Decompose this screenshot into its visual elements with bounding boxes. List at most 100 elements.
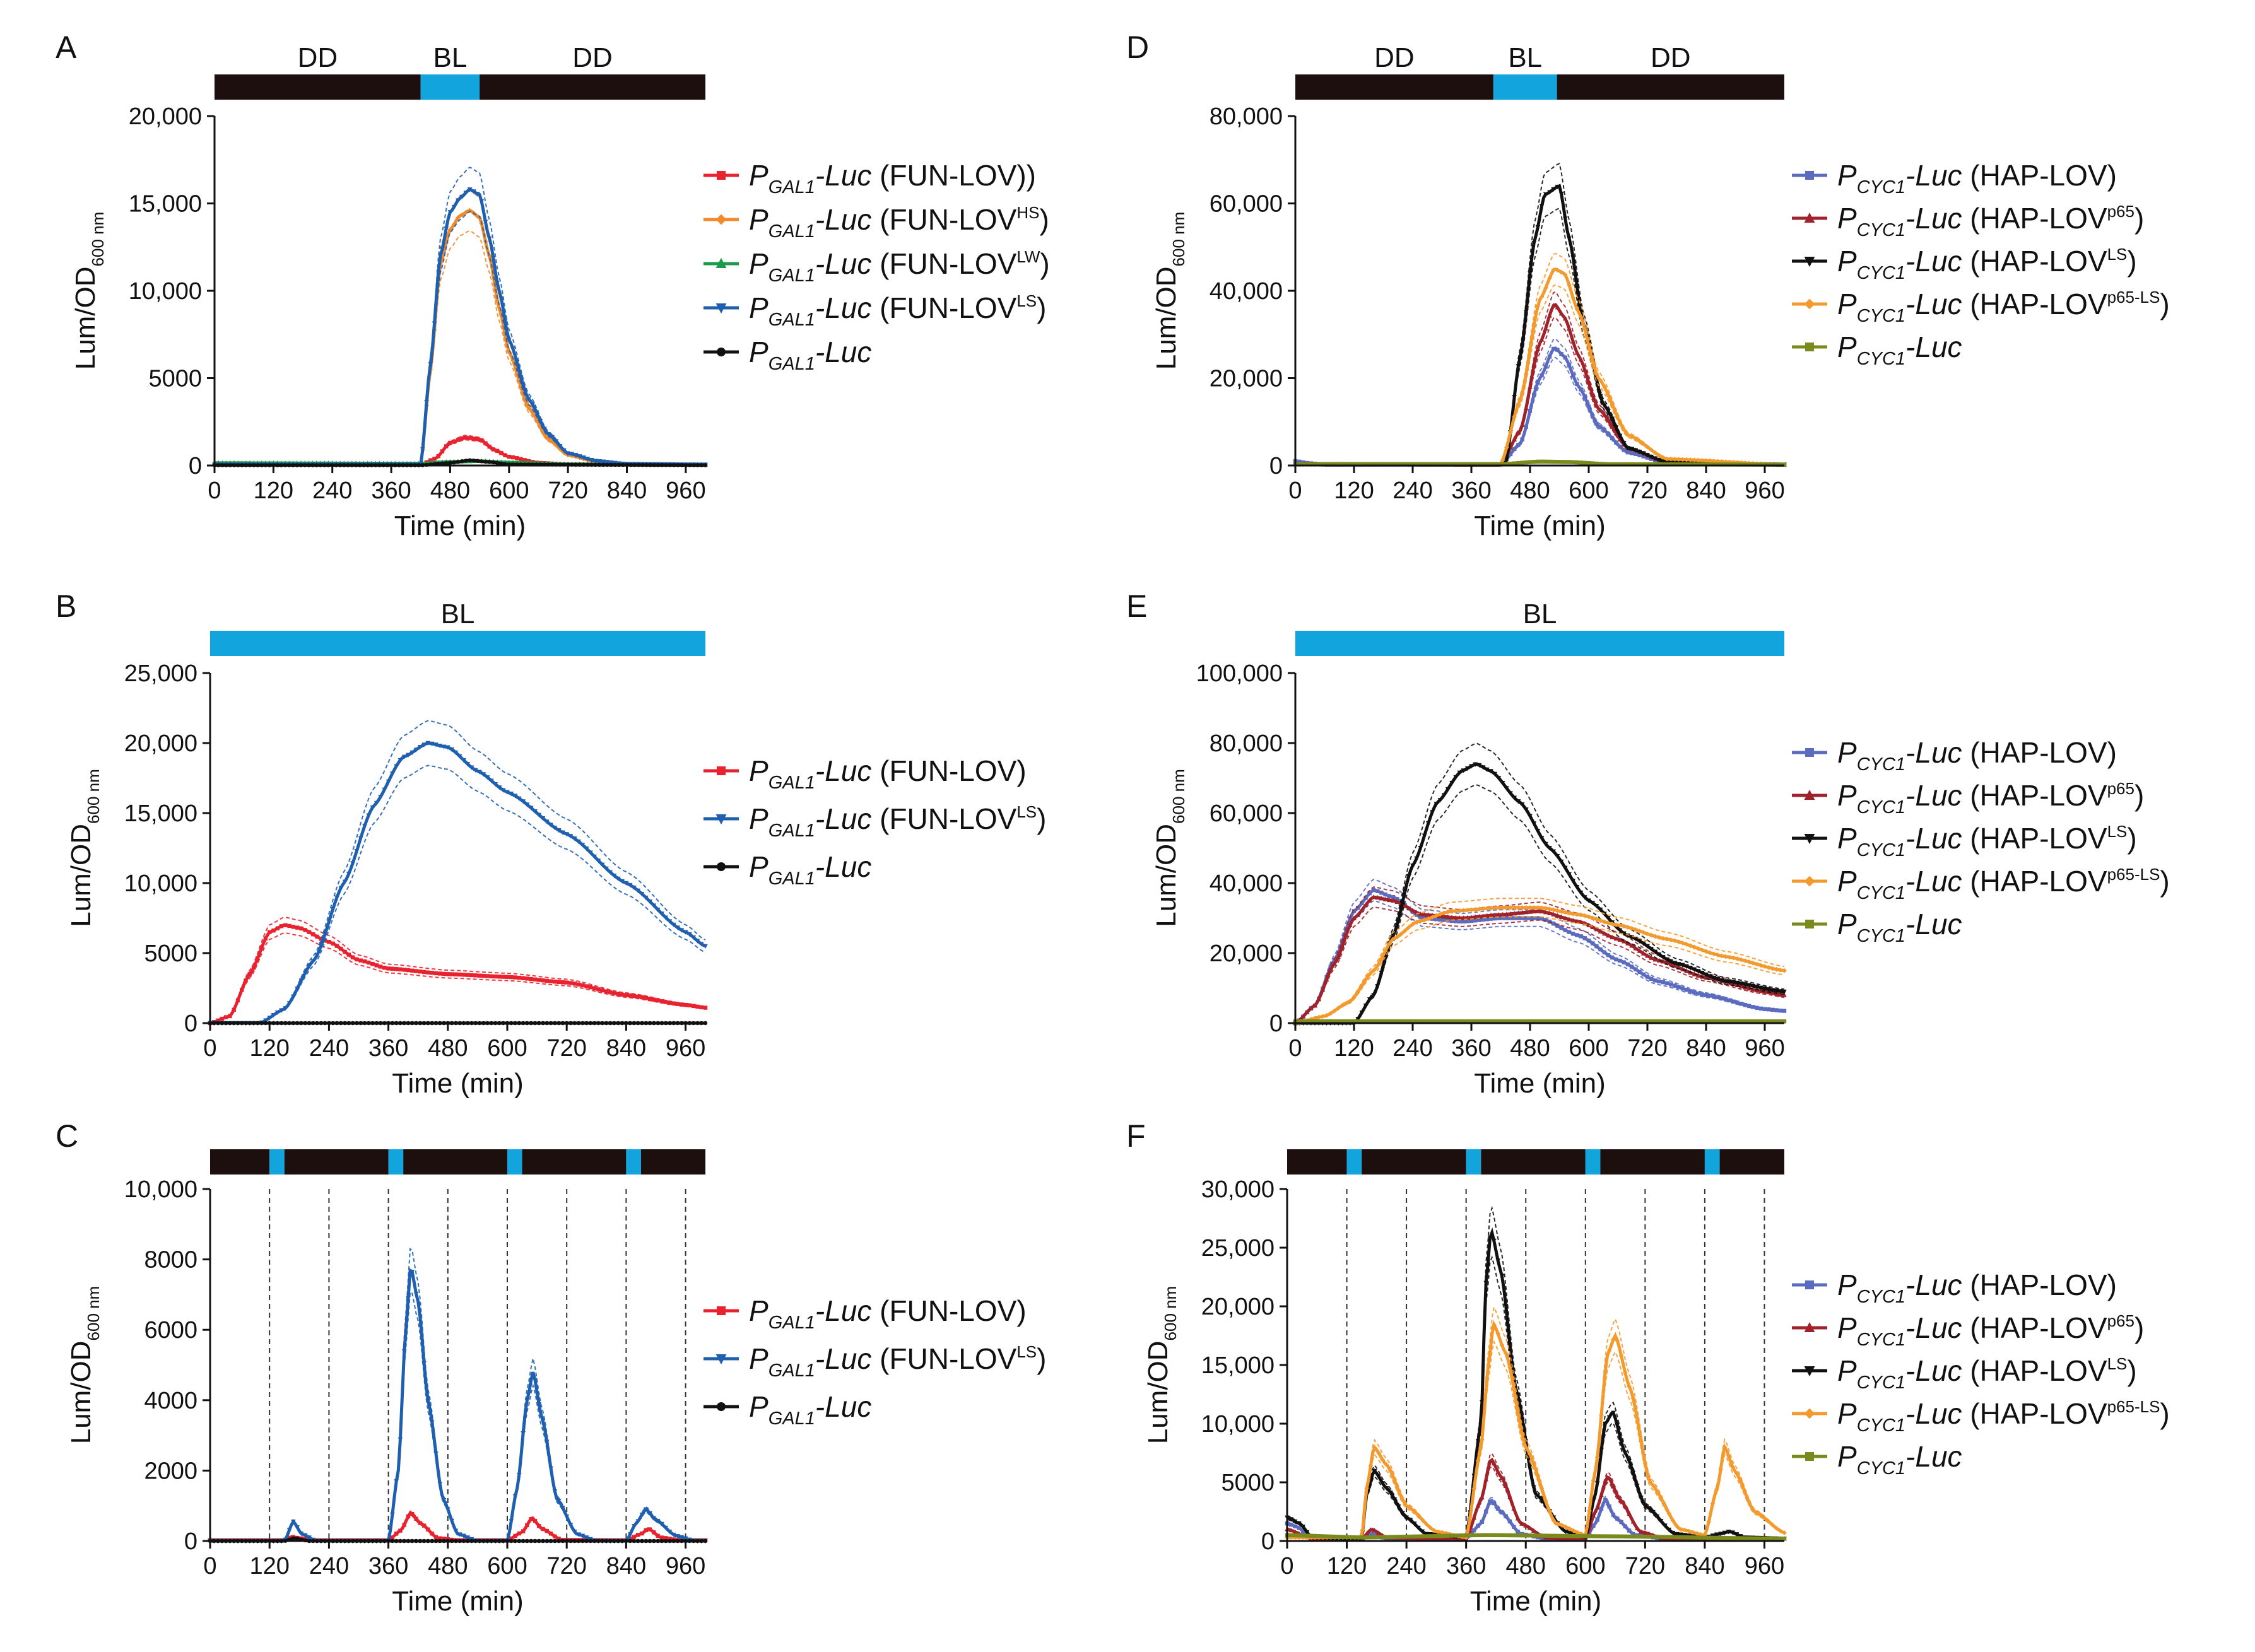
y-tick-label: 80,000 [1210, 103, 1283, 130]
data-point [1606, 392, 1611, 398]
data-point [409, 750, 415, 756]
data-point [1394, 923, 1400, 928]
data-point [1336, 954, 1341, 959]
legend-entry: PCYC1-Luc (HAP-LOVLS) [1837, 1354, 2137, 1393]
data-point [1381, 1535, 1385, 1540]
data-point [636, 994, 640, 999]
y-tick-label: 25,000 [1201, 1235, 1275, 1262]
data-point [1668, 937, 1674, 942]
data-point [1704, 462, 1709, 467]
data-point [1696, 991, 1700, 996]
data-point [1420, 1534, 1425, 1538]
data-point [1524, 460, 1528, 465]
legend-construct: (FUN-LOV [871, 203, 1016, 236]
data-point [1563, 1524, 1569, 1530]
data-point [447, 210, 453, 215]
data-point [1743, 958, 1748, 963]
legend-marker [1804, 1366, 1815, 1377]
data-point [438, 971, 442, 976]
data-point [1301, 1019, 1305, 1024]
data-point [1488, 1499, 1492, 1504]
legend: PCYC1-Luc (HAP-LOV)PCYC1-Luc (HAP-LOVp65… [1792, 159, 2170, 369]
data-point [1555, 1533, 1560, 1538]
data-point [1440, 1533, 1445, 1538]
dark-period [1600, 1149, 1705, 1175]
data-point [1743, 1019, 1748, 1024]
data-point [1739, 1019, 1743, 1024]
data-point [1610, 955, 1615, 960]
series-control [1285, 1533, 1787, 1541]
data-point [1758, 1006, 1763, 1011]
error-band-upper [1295, 886, 1785, 1024]
data-point [1531, 323, 1537, 328]
data-point [1464, 1533, 1468, 1538]
data-point [1328, 1011, 1333, 1016]
data-point [1672, 938, 1678, 944]
data-point [1461, 919, 1466, 924]
y-axis-title-main: Lum/OD [1151, 824, 1182, 927]
data-point [1454, 462, 1458, 467]
legend-close: ) [2160, 865, 2169, 898]
data-point [1420, 1529, 1425, 1535]
data-point [1332, 1019, 1337, 1024]
data-point [461, 1533, 466, 1538]
data-point [486, 236, 492, 242]
data-point [1579, 934, 1583, 939]
data-point [548, 1532, 553, 1536]
data-point [1599, 1506, 1604, 1511]
data-point [1324, 1019, 1329, 1024]
data-point [1734, 1532, 1740, 1537]
error-band-upper [215, 189, 705, 466]
data-point [1723, 954, 1728, 959]
data-point [1610, 934, 1615, 940]
data-point [1617, 928, 1623, 933]
data-point [367, 960, 371, 965]
legend-construct: (HAP-LOV) [1962, 1268, 2117, 1301]
data-point [1399, 1511, 1405, 1516]
data-point [1731, 1019, 1736, 1024]
data-point [1540, 459, 1544, 464]
data-point [1395, 1019, 1399, 1024]
data-point [440, 449, 445, 454]
data-point [1723, 462, 1728, 467]
x-axis-title: Time (min) [392, 1586, 524, 1617]
legend-subscript: CYC1 [1857, 1415, 1905, 1436]
data-point [397, 1437, 403, 1443]
data-point [1495, 1533, 1500, 1538]
data-point [1627, 1528, 1632, 1533]
data-point [1428, 1534, 1433, 1538]
data-point [1321, 462, 1325, 467]
data-point [1516, 1529, 1520, 1534]
data-point [448, 460, 452, 466]
data-point [1723, 979, 1728, 984]
data-point [1623, 1534, 1628, 1539]
data-point [1782, 1530, 1787, 1535]
data-point [481, 772, 486, 777]
data-point [1363, 462, 1368, 467]
data-point [302, 1533, 308, 1538]
data-point [1731, 999, 1736, 1004]
data-point [509, 1519, 514, 1524]
data-point [468, 458, 472, 462]
data-point [1434, 462, 1439, 467]
data-point [552, 1489, 558, 1494]
data-point [244, 978, 248, 983]
data-point [1708, 462, 1712, 467]
x-tick-label: 600 [1569, 477, 1608, 504]
data-point [1535, 225, 1541, 230]
legend: PGAL1-Luc (FUN-LOV)PGAL1-Luc (FUN-LOVLS)… [704, 1294, 1046, 1429]
data-point [1382, 896, 1388, 901]
data-point [1406, 462, 1411, 467]
data-point [489, 974, 494, 978]
data-point [1695, 457, 1701, 463]
error-band-lower [1287, 1340, 1785, 1539]
data-point [1663, 1535, 1668, 1539]
data-point [1293, 1524, 1297, 1529]
data-point [223, 1015, 228, 1019]
data-point [1704, 458, 1709, 464]
data-point [1591, 941, 1595, 946]
data-point [1392, 1477, 1398, 1483]
data-point [1434, 1019, 1439, 1024]
data-point [386, 779, 391, 785]
legend-gene: -Luc [815, 203, 871, 236]
